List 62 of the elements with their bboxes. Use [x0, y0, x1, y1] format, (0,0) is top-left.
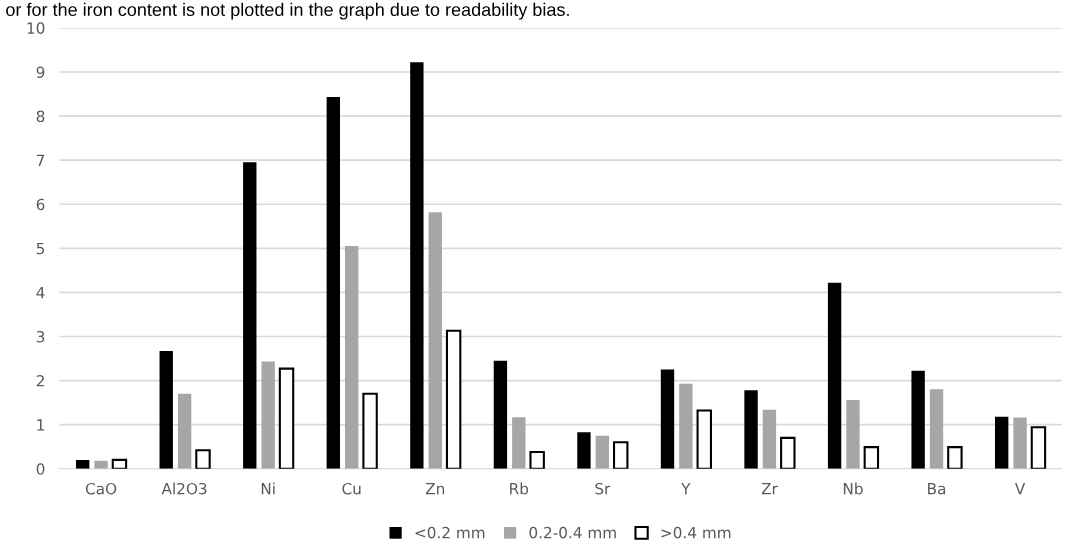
y-tick-label: 1 — [37, 419, 44, 431]
bar — [947, 446, 963, 469]
bar — [612, 441, 629, 469]
bar — [529, 450, 545, 469]
bar — [595, 435, 610, 469]
bar — [679, 383, 693, 469]
x-tick-label: Ni — [261, 482, 275, 495]
bar — [177, 393, 192, 469]
text: or for the iron content is not plotted in the graph due to readability bias. — [6, 2, 569, 20]
y-tick-label: 9 — [36, 66, 45, 78]
bar — [863, 446, 880, 469]
bar — [512, 417, 526, 469]
x-tick-label: Y — [681, 483, 691, 495]
y-tick-label: 5 — [36, 242, 45, 255]
legend-label: <0.2 mm — [415, 526, 485, 539]
y-tick-label: 0 — [36, 463, 45, 475]
bar — [94, 460, 108, 469]
x-tick-label: CaO — [85, 482, 117, 495]
bar — [780, 436, 796, 469]
bar — [243, 162, 257, 469]
x-tick-label: Cu — [342, 482, 361, 495]
x-tick-label: Nb — [843, 482, 863, 495]
bar — [911, 370, 925, 469]
x-tick-label: Sr — [595, 482, 611, 495]
x-tick-label: Rb — [510, 482, 529, 495]
bar — [428, 212, 442, 469]
y-tick-label: 7 — [36, 154, 45, 166]
x-tick-label: V — [1014, 483, 1026, 495]
bar — [278, 367, 295, 469]
bar — [744, 390, 758, 469]
bar — [660, 369, 675, 469]
bar — [1013, 417, 1027, 469]
bar — [445, 329, 462, 469]
bar — [261, 361, 275, 469]
x-tick-label: Al2O3 — [161, 482, 207, 495]
bar — [362, 392, 378, 469]
y-tick-label: 3 — [36, 330, 45, 343]
bar — [345, 246, 359, 469]
legend-label: 0.2-0.4 mm — [529, 526, 616, 539]
y-tick-label: 2 — [36, 375, 44, 387]
bar — [827, 282, 842, 469]
bar — [159, 351, 173, 469]
y-tick-label: 6 — [36, 198, 45, 211]
bar — [846, 399, 860, 469]
x-tick-label: Zr — [761, 483, 778, 495]
bar — [577, 432, 591, 469]
legend-label: >0.4 mm — [661, 526, 731, 539]
bar — [1030, 426, 1047, 469]
y-tick-label: 8 — [36, 110, 45, 123]
y-tick-label: 4 — [36, 287, 45, 299]
bar — [195, 449, 211, 469]
bar — [762, 409, 777, 469]
bar — [493, 360, 508, 469]
x-tick-label: Ba — [928, 483, 946, 495]
bar — [111, 458, 128, 469]
bar — [326, 97, 340, 469]
bar — [994, 416, 1009, 469]
bar — [929, 389, 944, 469]
y-tick-label: 10 — [27, 22, 45, 34]
x-tick-label: Zn — [425, 483, 445, 495]
bar — [696, 409, 712, 469]
bar — [410, 62, 424, 469]
